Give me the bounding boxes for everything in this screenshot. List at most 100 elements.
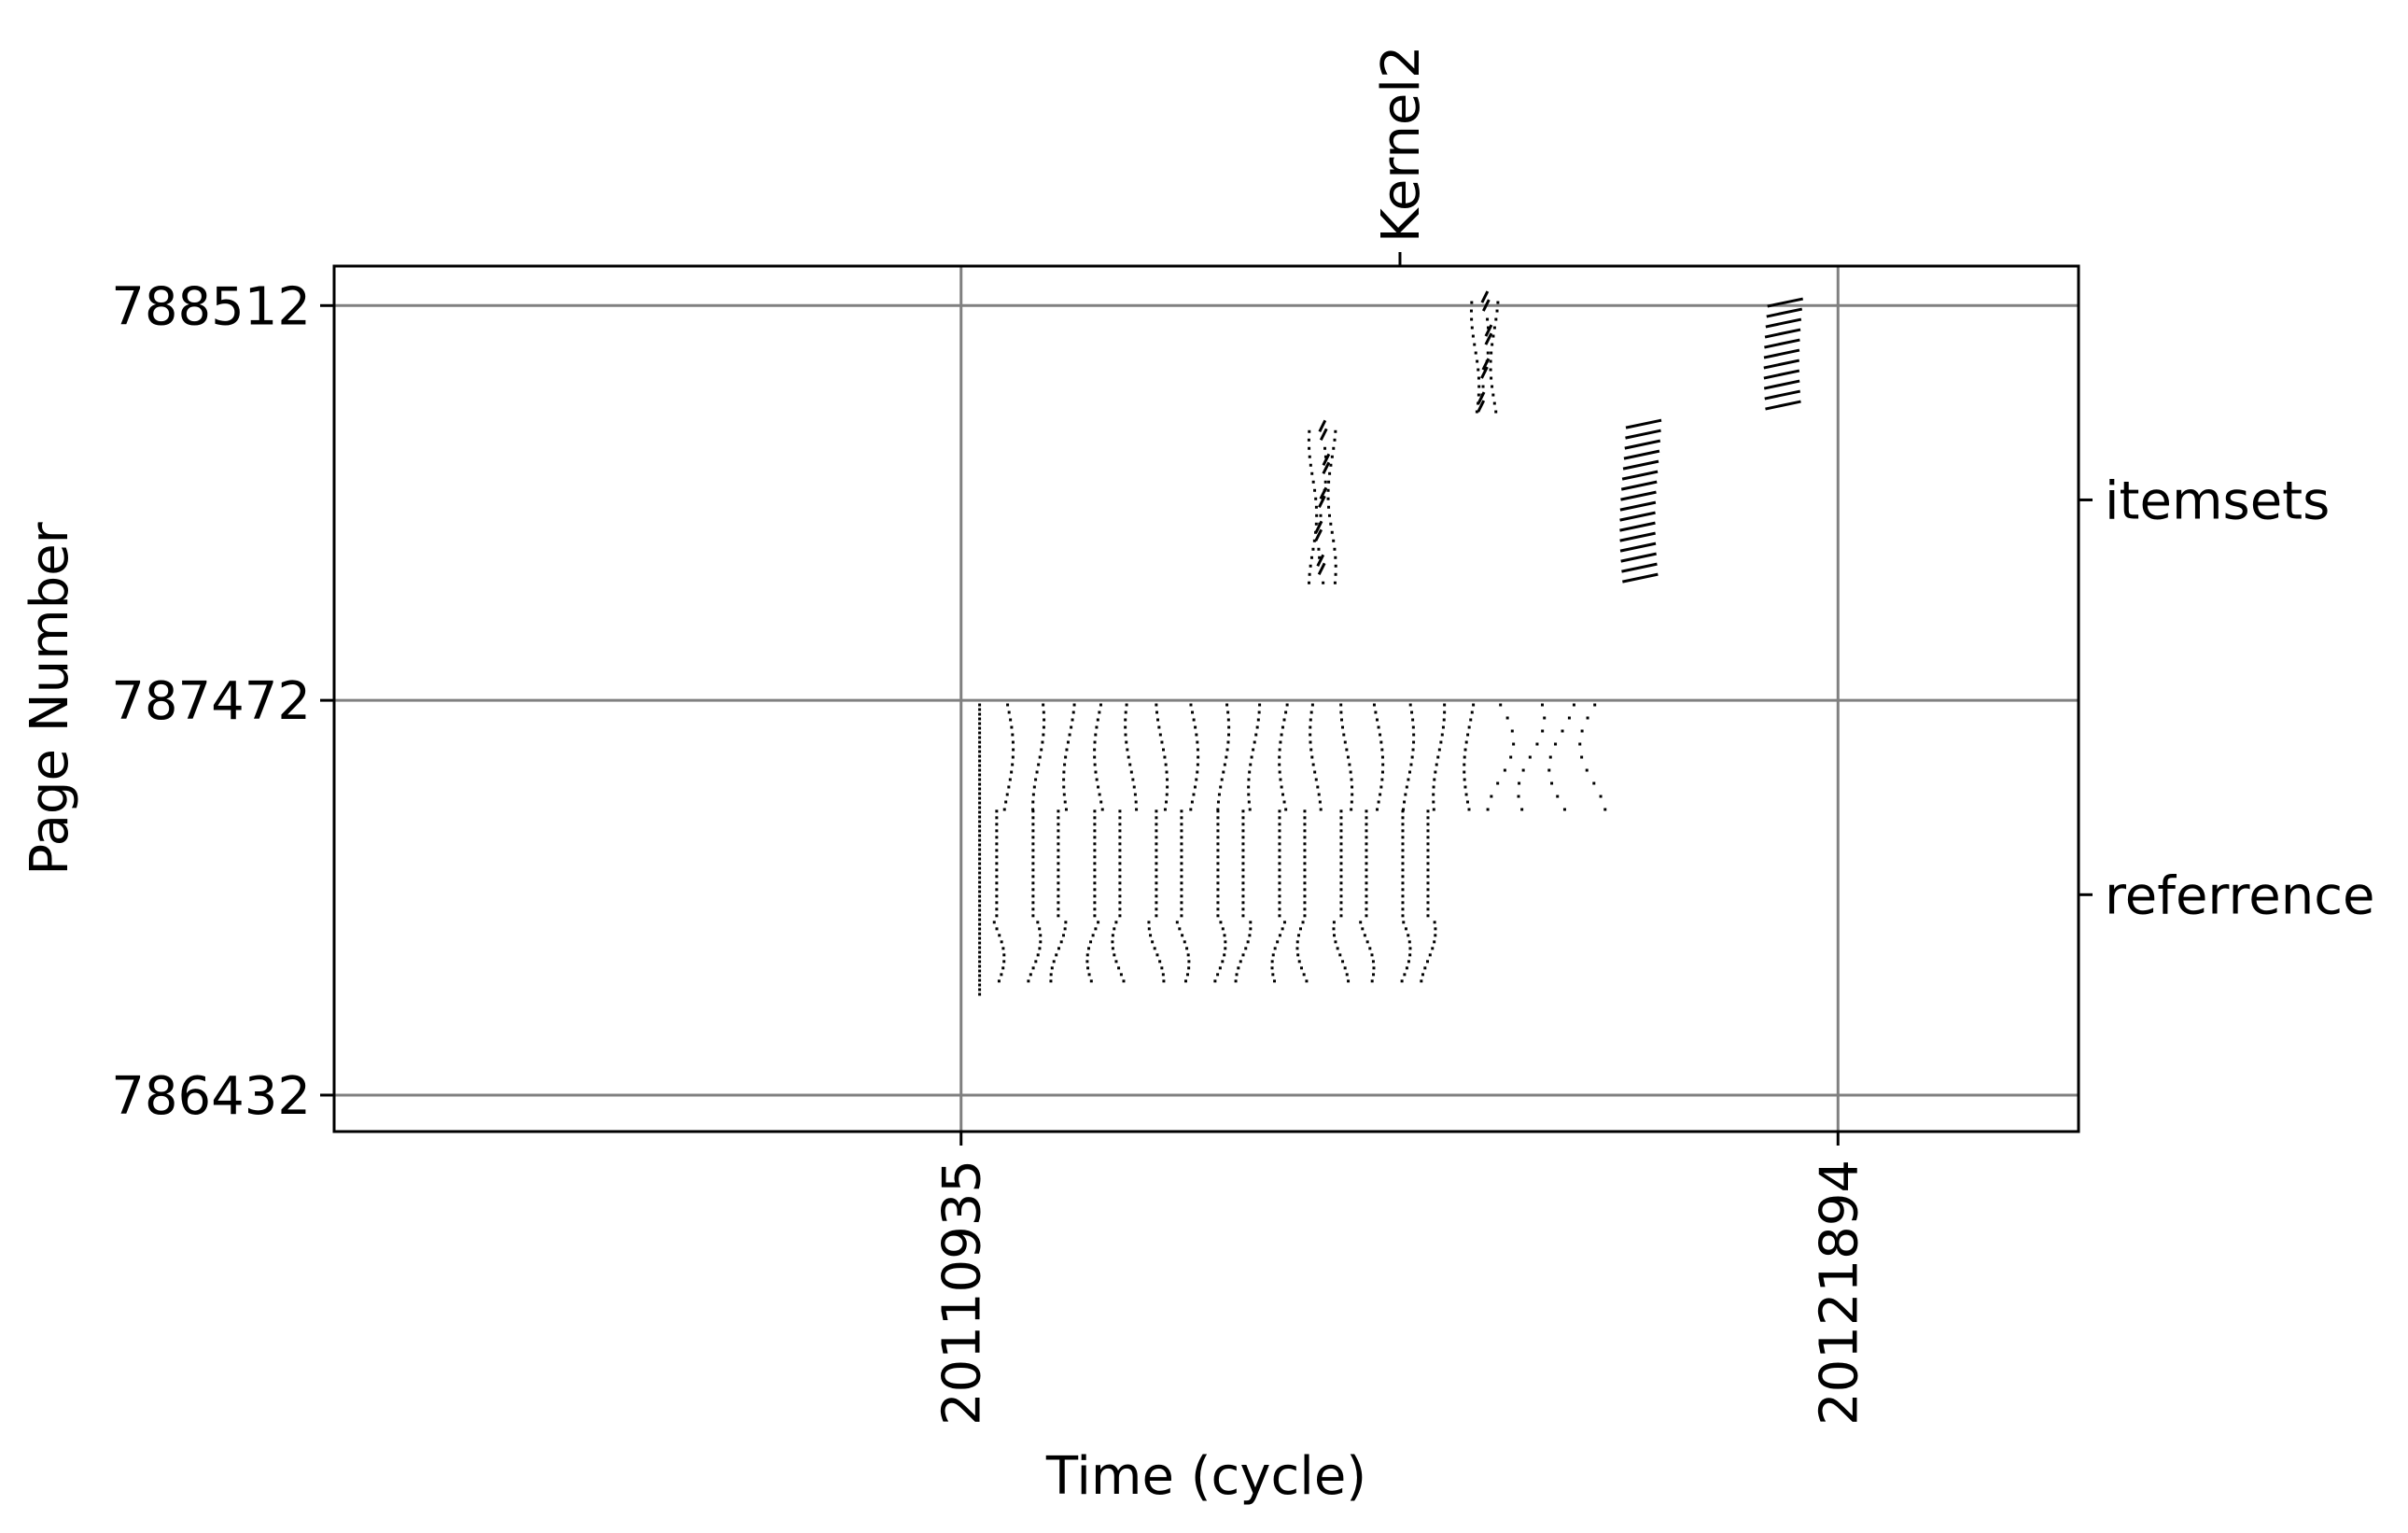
data-point bbox=[1155, 842, 1158, 846]
data-point bbox=[1180, 862, 1183, 865]
data-point bbox=[1432, 808, 1435, 811]
data-segment bbox=[1766, 307, 1803, 318]
data-point bbox=[1318, 556, 1322, 559]
data-point bbox=[1183, 979, 1187, 983]
data-point bbox=[1278, 836, 1281, 839]
data-point bbox=[978, 750, 982, 753]
data-point bbox=[1350, 778, 1353, 781]
data-point bbox=[995, 855, 999, 859]
data-point bbox=[1442, 718, 1446, 722]
data-point bbox=[1470, 710, 1474, 714]
data-point bbox=[1241, 907, 1245, 911]
data-point bbox=[1118, 875, 1122, 879]
data-point bbox=[1317, 547, 1321, 551]
data-point bbox=[995, 907, 999, 911]
data-point bbox=[1113, 953, 1116, 957]
data-segment bbox=[1619, 500, 1657, 512]
data-point bbox=[1496, 301, 1500, 304]
data-point bbox=[1408, 770, 1412, 774]
data-point bbox=[1351, 785, 1354, 789]
data-point bbox=[1247, 800, 1251, 804]
data-point bbox=[1270, 960, 1274, 963]
data-point bbox=[1314, 530, 1318, 534]
data-point bbox=[1097, 785, 1100, 789]
data-point bbox=[1223, 953, 1226, 957]
data-point bbox=[1332, 539, 1336, 542]
data-point bbox=[1342, 733, 1346, 737]
data-point bbox=[1348, 763, 1351, 766]
data-point bbox=[1031, 816, 1035, 820]
data-segment bbox=[1763, 348, 1800, 359]
data-point bbox=[1338, 953, 1342, 957]
data-segment bbox=[1621, 470, 1659, 481]
data-point bbox=[1180, 849, 1183, 852]
data-point bbox=[1372, 966, 1376, 970]
data-point bbox=[1010, 725, 1014, 729]
data-point bbox=[995, 823, 999, 826]
data-point bbox=[1365, 809, 1368, 813]
data-point bbox=[1164, 763, 1168, 766]
data-point bbox=[1006, 703, 1010, 707]
data-point bbox=[978, 908, 982, 912]
data-point bbox=[978, 955, 982, 959]
data-point bbox=[1219, 921, 1223, 924]
data-point bbox=[1166, 785, 1169, 789]
data-point bbox=[978, 978, 982, 982]
data-point bbox=[1279, 740, 1282, 744]
data-point bbox=[1423, 966, 1427, 970]
data-point bbox=[1323, 446, 1327, 450]
data-point bbox=[1180, 842, 1183, 846]
data-point bbox=[1486, 808, 1490, 811]
data-point bbox=[1216, 881, 1220, 885]
data-point bbox=[995, 809, 999, 813]
data-point bbox=[1007, 710, 1011, 714]
data-point bbox=[1093, 748, 1097, 752]
data-point bbox=[1303, 894, 1307, 898]
data-point bbox=[1011, 755, 1015, 759]
data-point bbox=[1481, 385, 1485, 388]
data-point bbox=[1065, 748, 1069, 752]
data-point bbox=[978, 773, 982, 777]
data-point bbox=[1295, 947, 1299, 950]
data-point bbox=[978, 890, 982, 893]
data-point bbox=[1093, 755, 1097, 759]
data-point bbox=[1010, 770, 1014, 774]
data-point bbox=[1093, 855, 1097, 859]
data-point bbox=[978, 778, 982, 781]
data-point bbox=[1303, 829, 1307, 833]
data-point bbox=[1278, 842, 1281, 846]
data-point bbox=[1547, 768, 1551, 772]
data-point bbox=[1592, 781, 1596, 785]
data-point bbox=[1057, 809, 1060, 813]
data-point bbox=[1163, 755, 1167, 759]
data-point bbox=[1426, 862, 1430, 865]
data-point bbox=[1311, 480, 1315, 484]
data-point bbox=[1464, 793, 1468, 796]
data-segment bbox=[1316, 554, 1325, 567]
data-point bbox=[1401, 842, 1405, 846]
data-point bbox=[1194, 725, 1197, 729]
data-point bbox=[1049, 979, 1053, 983]
data-point bbox=[1380, 770, 1384, 774]
data-point bbox=[1411, 718, 1415, 722]
data-point bbox=[978, 918, 982, 921]
data-point bbox=[1307, 438, 1310, 442]
data-point bbox=[1224, 940, 1227, 944]
data-point bbox=[1599, 795, 1603, 798]
data-point bbox=[1492, 401, 1496, 405]
data-point bbox=[1063, 800, 1067, 804]
data-point bbox=[1503, 768, 1506, 772]
data-segment bbox=[1314, 520, 1323, 533]
data-point bbox=[1119, 973, 1123, 977]
data-point bbox=[1496, 781, 1500, 785]
data-point bbox=[1409, 763, 1413, 766]
data-point bbox=[1042, 725, 1045, 729]
data-point bbox=[995, 816, 999, 820]
data-point bbox=[1032, 785, 1036, 789]
data-point bbox=[1189, 808, 1193, 811]
data-point bbox=[1093, 888, 1097, 892]
data-point bbox=[1463, 748, 1467, 752]
data-point bbox=[1401, 907, 1405, 911]
data-point bbox=[1426, 914, 1430, 918]
data-point bbox=[1401, 894, 1405, 898]
